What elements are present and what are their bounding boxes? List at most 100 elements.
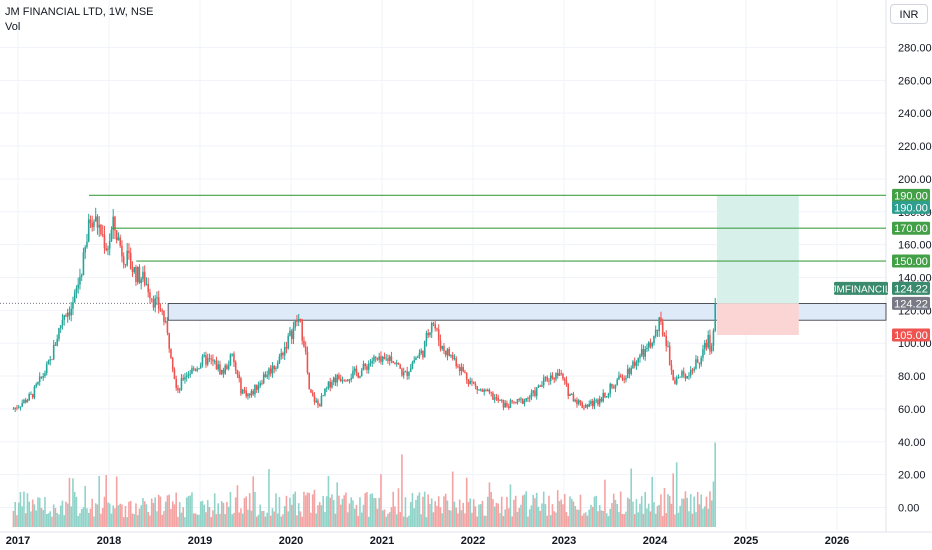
candle-body: [581, 402, 583, 408]
volume-bar: [560, 499, 562, 527]
candle-body: [668, 345, 671, 365]
volume-bar: [219, 513, 221, 527]
candle-body: [485, 389, 487, 392]
candle-body: [310, 389, 312, 393]
volume-bar: [157, 494, 160, 527]
candle-body: [640, 349, 643, 356]
candle-body: [182, 378, 184, 380]
volume-bar: [205, 512, 207, 527]
volume-bar: [486, 496, 489, 527]
candle-body: [654, 329, 657, 337]
volume-bar: [530, 505, 533, 527]
volume-bar: [199, 501, 202, 527]
candle-body: [231, 353, 233, 355]
candle-body: [532, 390, 534, 393]
volume-bar: [506, 496, 508, 527]
candle-body: [436, 328, 438, 330]
volume-bar: [33, 504, 36, 527]
time-axis[interactable]: 2017 2018 2019 2020 2021 2022 2023 2024 2025 2026: [6, 535, 849, 547]
volume-bar: [138, 508, 141, 527]
candle-body: [497, 397, 499, 401]
volume-bar: [511, 516, 513, 527]
candle-body: [525, 398, 527, 401]
volume-bar: [436, 505, 438, 527]
volume-bar: [546, 515, 548, 527]
candle-body: [499, 400, 501, 401]
candle-body: [567, 383, 569, 397]
y-tick-label: 260.00: [898, 75, 932, 87]
volume-bar: [369, 494, 372, 527]
candle-body: [702, 349, 704, 358]
volume-bar: [413, 508, 415, 527]
candle-body: [210, 358, 212, 360]
volume-bar: [651, 476, 653, 527]
volume-bar: [637, 512, 639, 527]
volume-bar: [681, 498, 683, 527]
volume-bar: [500, 496, 503, 527]
volume-bar: [329, 497, 331, 527]
volume-bar: [418, 492, 421, 527]
volume-bar: [70, 506, 72, 527]
candle-body: [429, 332, 431, 336]
volume-bar: [276, 513, 279, 527]
volume-bar: [131, 513, 134, 527]
volume-bar: [532, 494, 534, 527]
volume-bar: [696, 492, 699, 527]
volume-bar: [208, 506, 211, 527]
candle-body: [336, 375, 338, 383]
volume-bar: [345, 492, 347, 527]
candle-body: [94, 216, 97, 222]
candle-body: [495, 397, 498, 399]
candle-body: [373, 356, 375, 361]
candle-body: [152, 299, 155, 308]
volume-bar: [268, 469, 270, 527]
candle-body: [593, 400, 596, 407]
candle-body: [387, 358, 389, 361]
volume-bar: [710, 500, 713, 527]
candle-body: [374, 356, 377, 359]
y-tick-label: 220.00: [898, 141, 932, 153]
candle-body: [163, 310, 165, 322]
candle-body: [191, 368, 193, 374]
candle-body: [247, 393, 249, 397]
volume-bar: [514, 495, 517, 527]
volume-bar: [308, 492, 310, 527]
volume-bar: [135, 503, 137, 527]
candle-body: [322, 395, 324, 397]
candle-body: [579, 400, 582, 403]
volume-bar: [469, 498, 471, 527]
volume-bar: [103, 496, 106, 527]
price-label-text: 124.22: [894, 298, 928, 310]
volume-bar: [523, 494, 526, 527]
candle-body: [381, 356, 384, 362]
volume-bar: [58, 514, 60, 527]
price-axis[interactable]: 0.0020.0040.0060.0080.00100.00120.00140.…: [832, 42, 932, 514]
volume-bar: [266, 512, 268, 527]
volume-bar: [649, 511, 652, 527]
candle-body: [665, 335, 667, 346]
candle-body: [574, 399, 576, 402]
volume-bar: [273, 511, 275, 527]
candle-body: [28, 394, 30, 401]
volume-bar: [367, 516, 370, 527]
volume-bar: [189, 495, 191, 527]
candle-body: [339, 378, 342, 382]
volume-bar: [378, 497, 380, 527]
volume-bar: [226, 501, 228, 527]
volume-bar: [471, 512, 473, 527]
volume-bar: [194, 513, 197, 527]
candle-body: [21, 403, 23, 407]
candle-body: [521, 398, 524, 404]
volume-bar: [229, 491, 232, 527]
candle-body: [383, 356, 386, 359]
volume-bar: [691, 513, 694, 527]
currency-button[interactable]: INR: [890, 4, 928, 24]
volume-bar: [380, 474, 382, 527]
volume-bar: [609, 508, 611, 527]
volume-bar: [26, 493, 29, 527]
candle-body: [136, 266, 139, 282]
volume-bar: [374, 498, 377, 527]
volume-bar: [602, 511, 604, 527]
price-label-text: 190.00: [894, 202, 928, 214]
